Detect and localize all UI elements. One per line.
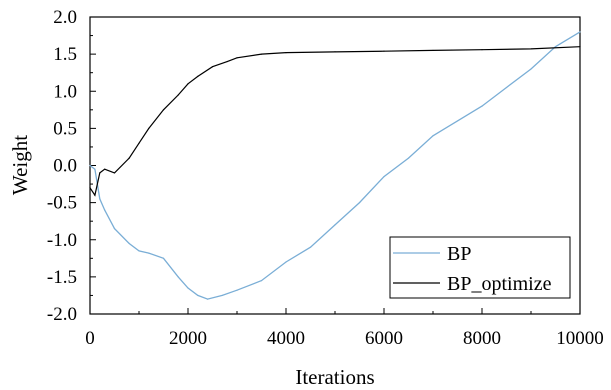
y-tick-label: -1.0: [47, 230, 77, 251]
data-point: [207, 298, 209, 300]
data-point: [162, 109, 165, 111]
data-point: [138, 250, 140, 252]
data-point: [505, 86, 508, 89]
data-point: [260, 279, 263, 282]
y-tick-label: -2.0: [47, 304, 77, 325]
data-point: [221, 294, 223, 297]
x-tick-label: 8000: [463, 328, 501, 349]
data-point: [128, 242, 130, 245]
data-point: [481, 49, 483, 51]
data-point: [579, 46, 581, 48]
data-point: [177, 276, 179, 278]
data-point: [579, 31, 581, 33]
data-point: [236, 57, 238, 59]
data-point: [177, 94, 179, 96]
x-tick-label: 2000: [169, 328, 207, 349]
data-point: [285, 52, 287, 54]
y-tick-label: 2.0: [53, 7, 77, 28]
data-point: [334, 224, 336, 226]
data-point: [197, 294, 199, 297]
data-point: [113, 228, 116, 230]
data-point: [138, 142, 140, 144]
data-point: [432, 135, 434, 137]
data-point: [128, 157, 130, 159]
data-point: [148, 252, 150, 254]
x-tick-label: 0: [85, 328, 95, 349]
y-tick-label: -1.5: [47, 267, 77, 288]
data-point: [94, 168, 96, 170]
data-point: [187, 287, 189, 289]
y-tick-label: 0.5: [53, 118, 77, 139]
data-point: [334, 51, 336, 53]
y-tick-label: -0.5: [47, 193, 77, 214]
legend-box: [389, 236, 571, 299]
data-point: [211, 66, 214, 68]
data-point: [104, 209, 106, 211]
data-point: [99, 172, 101, 174]
legend-label-bp-optimize: BP_optimize: [447, 273, 552, 295]
y-tick-label: 1.0: [53, 81, 77, 102]
data-point: [554, 46, 557, 48]
data-point: [530, 68, 532, 70]
data-point: [383, 50, 385, 52]
data-point: [94, 194, 96, 196]
data-point: [113, 172, 116, 174]
data-point: [162, 257, 165, 259]
data-point: [148, 127, 150, 129]
series-line-bp-optimize: [89, 46, 581, 197]
y-tick-label: 1.5: [53, 44, 77, 65]
data-point: [187, 83, 189, 85]
data-point: [226, 60, 228, 63]
x-tick-label: 6000: [365, 328, 403, 349]
legend-label-bp: BP: [447, 243, 471, 265]
data-point: [99, 198, 101, 200]
data-point: [407, 157, 410, 159]
data-point: [285, 261, 287, 263]
data-point: [432, 49, 434, 52]
data-point: [104, 168, 106, 170]
tick-labels: 0 2000 4000 6000 8000 10000 -2.0 -1.5 -1.0 -0.5 0.…: [47, 7, 604, 349]
data-point: [197, 75, 199, 77]
data-point: [89, 187, 91, 189]
data-point: [89, 164, 91, 167]
data-point: [260, 53, 263, 55]
data-point: [456, 120, 459, 122]
x-axis-title: Iterations: [295, 365, 374, 389]
data-point: [383, 176, 385, 178]
data-point: [481, 105, 483, 107]
y-tick-label: 0.0: [53, 156, 77, 177]
data-point: [309, 246, 312, 248]
y-axis-title: Weight: [8, 135, 32, 195]
data-point: [236, 289, 238, 291]
x-tick-label: 4000: [267, 328, 305, 349]
x-tick-label: 10000: [556, 328, 604, 349]
series-layer: [89, 31, 581, 300]
data-point: [358, 202, 361, 204]
legend: BP BP_optimize: [389, 236, 571, 299]
data-point: [530, 48, 532, 50]
